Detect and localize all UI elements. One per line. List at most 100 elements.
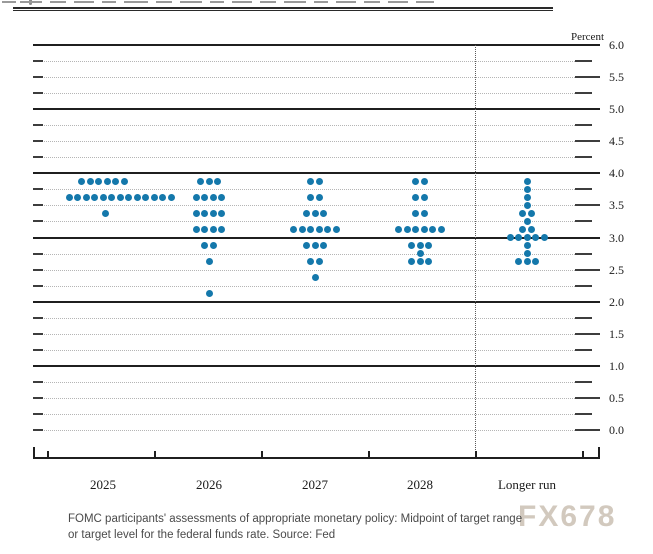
gridline-left-cap-1.50 — [33, 333, 43, 335]
projection-dot — [408, 258, 415, 266]
projection-dot — [311, 209, 319, 217]
projection-dot — [142, 193, 149, 201]
x-axis-line — [33, 457, 600, 459]
projection-dot — [116, 193, 124, 201]
x-axis-endcap-left — [33, 447, 35, 457]
gridline-dotted-2.50 — [44, 270, 575, 271]
gridline-left-cap-5.75 — [33, 60, 43, 62]
chart-caption: FOMC participants' assessments of approp… — [68, 511, 608, 543]
gridline-right-cap-3.75 — [575, 188, 592, 190]
gridline-dotted-4.75 — [44, 125, 575, 126]
gridline-left-cap-2.50 — [33, 269, 43, 271]
projection-dot — [315, 258, 323, 266]
gridline-right-cap-3.25 — [575, 220, 592, 222]
gridline-dotted-0.25 — [44, 414, 575, 415]
gridline-right-cap-1.50 — [575, 333, 600, 335]
y-axis-label-2.0: 2.0 — [609, 295, 624, 309]
projection-dot — [218, 225, 226, 233]
gridline-dotted-4.50 — [44, 141, 575, 142]
gridline-left-cap-1.25 — [33, 349, 43, 351]
projection-dot — [412, 193, 420, 201]
projection-dot — [523, 217, 531, 225]
gridline-left-cap-3.25 — [33, 220, 43, 222]
projection-dot — [320, 209, 327, 217]
projection-dot — [332, 225, 340, 233]
y-axis-label-5.0: 5.0 — [609, 102, 624, 116]
projection-dot — [103, 177, 111, 185]
projection-dot — [86, 177, 94, 185]
gridline-left-cap-0.75 — [33, 381, 43, 383]
top-rule-thick — [13, 7, 553, 9]
projection-dot — [412, 225, 420, 233]
projection-dot — [112, 177, 120, 185]
projection-dot — [303, 242, 310, 250]
projection-dot — [523, 201, 531, 209]
y-axis-label-0.5: 0.5 — [609, 391, 624, 405]
gridline-left-cap-0.00 — [33, 429, 43, 431]
x-axis-endcap-right — [598, 447, 600, 457]
projection-dot — [515, 258, 522, 266]
projection-dot — [150, 193, 158, 201]
gridline-right-cap-5.75 — [575, 60, 592, 62]
gridline-left-cap-4.25 — [33, 156, 43, 158]
x-axis-category-2027: 2027 — [302, 477, 328, 492]
projection-dot — [209, 225, 217, 233]
top-rule-thin — [13, 10, 553, 11]
projection-dot — [201, 225, 209, 233]
projection-dot — [420, 209, 428, 217]
projection-dot — [108, 193, 115, 201]
projection-dot — [425, 258, 432, 266]
projection-dot — [192, 193, 200, 201]
gridline-left-cap-3.75 — [33, 188, 43, 190]
x-axis-category-longer-run: Longer run — [497, 477, 557, 492]
gridline-dotted-5.50 — [44, 77, 575, 78]
gridline-left-cap-4.50 — [33, 140, 43, 142]
gridline-right-cap-0.00 — [575, 429, 600, 431]
y-axis-label-5.5: 5.5 — [609, 70, 624, 84]
gridline-right-cap-0.25 — [575, 413, 592, 415]
x-axis-tick-4 — [475, 451, 477, 457]
gridline-left-cap-0.50 — [33, 397, 43, 399]
projection-dot — [519, 225, 527, 233]
x-axis-category-2026: 2026 — [196, 477, 222, 492]
y-axis-label-0.0: 0.0 — [609, 423, 624, 437]
projection-dot — [133, 193, 141, 201]
gridline-dotted-1.50 — [44, 334, 575, 335]
projection-dot — [523, 250, 531, 258]
projection-dot — [412, 209, 420, 217]
gridline-major-2.00 — [33, 301, 600, 303]
projection-dot — [420, 177, 428, 185]
gridline-dotted-5.25 — [44, 93, 575, 94]
gridline-left-cap-0.25 — [33, 413, 43, 415]
projection-dot — [523, 185, 531, 193]
y-axis-label-3.5: 3.5 — [609, 198, 624, 212]
y-axis-label-2.5: 2.5 — [609, 263, 624, 277]
x-axis-tick-0 — [47, 451, 49, 457]
projection-dot — [159, 193, 166, 201]
gridline-major-3.00 — [33, 237, 600, 239]
projection-dot — [315, 177, 323, 185]
gridline-major-4.00 — [33, 172, 600, 174]
x-axis-tick-5 — [582, 451, 584, 457]
projection-dot — [307, 177, 315, 185]
projection-dot — [214, 177, 221, 185]
projection-dot — [523, 258, 531, 266]
gridline-left-cap-2.25 — [33, 285, 43, 287]
projection-dot — [307, 225, 315, 233]
gridline-major-5.00 — [33, 108, 600, 110]
projection-dot — [209, 209, 217, 217]
projection-dot — [403, 225, 411, 233]
projection-dot — [311, 242, 319, 250]
gridline-dotted-2.75 — [44, 254, 575, 255]
projection-dot — [218, 209, 226, 217]
projection-dot — [420, 193, 428, 201]
gridline-dotted-3.75 — [44, 189, 575, 190]
projection-dot — [218, 193, 226, 201]
x-axis-tick-1 — [154, 451, 156, 457]
projection-dot — [527, 209, 535, 217]
gridline-right-cap-1.25 — [575, 349, 592, 351]
projection-dot — [201, 242, 209, 250]
projection-dot — [311, 274, 319, 282]
projection-dot — [416, 242, 424, 250]
